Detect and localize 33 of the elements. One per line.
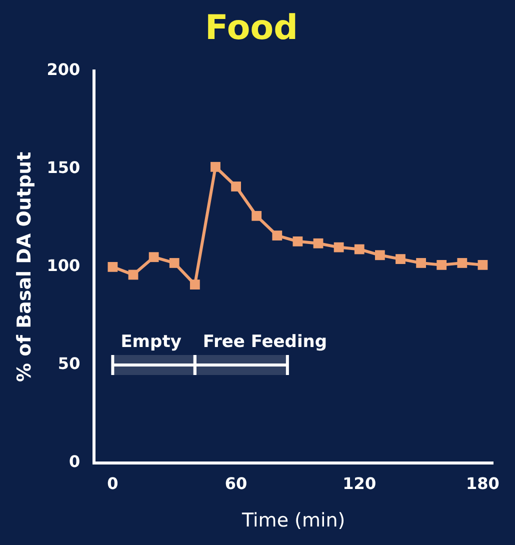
point: [416, 258, 426, 268]
point: [148, 252, 159, 262]
point: [272, 230, 282, 240]
point: [108, 262, 118, 272]
y-tick-label: 100: [46, 256, 80, 276]
point: [457, 258, 468, 268]
y-tick-label: 50: [58, 354, 80, 374]
x-tick-label: 120: [342, 474, 376, 493]
point: [169, 258, 180, 268]
y-tick-label: 200: [46, 60, 80, 79]
point: [210, 162, 220, 172]
point: [354, 244, 364, 254]
x-tick-label: 60: [224, 474, 248, 493]
point: [190, 280, 200, 290]
point: [478, 260, 488, 270]
point: [334, 242, 344, 252]
x-tick-label: 180: [466, 474, 500, 493]
x-axis-title: Time (min): [241, 510, 346, 532]
point: [313, 238, 324, 248]
y-tick-label: 150: [46, 158, 80, 178]
chart-title: Food: [205, 8, 298, 48]
point: [292, 236, 303, 246]
point: [396, 254, 406, 264]
band-label: Empty: [120, 332, 182, 352]
point: [436, 260, 447, 270]
point: [128, 270, 138, 280]
band-label: Free Feeding: [202, 332, 328, 352]
point: [252, 210, 262, 221]
y-axis-title: % of Basal DA Output: [13, 152, 36, 382]
point: [231, 182, 241, 192]
y-tick-label: 0: [69, 452, 80, 472]
point: [374, 250, 385, 260]
x-tick-label: 0: [107, 474, 118, 493]
